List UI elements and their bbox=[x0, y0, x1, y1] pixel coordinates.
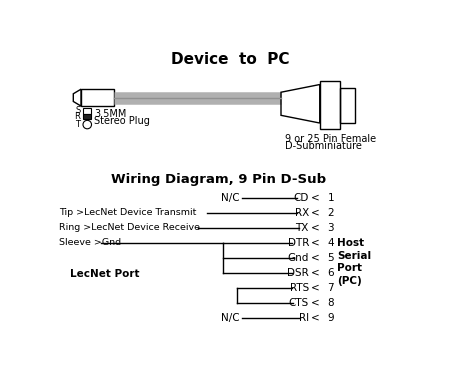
Text: 6: 6 bbox=[328, 268, 334, 278]
Text: N/C: N/C bbox=[221, 313, 240, 323]
Text: <: < bbox=[311, 193, 320, 203]
Text: Port: Port bbox=[337, 263, 362, 273]
Text: D-Subminiature: D-Subminiature bbox=[285, 141, 362, 151]
Text: LecNet Port: LecNet Port bbox=[70, 269, 140, 279]
Text: <: < bbox=[311, 313, 320, 323]
Text: CTS: CTS bbox=[288, 298, 309, 308]
Text: TX: TX bbox=[296, 223, 309, 233]
Text: Ring >LecNet Device Receive: Ring >LecNet Device Receive bbox=[59, 223, 200, 232]
Text: <: < bbox=[311, 253, 320, 263]
Text: Host: Host bbox=[337, 238, 364, 248]
Text: Gnd: Gnd bbox=[288, 253, 309, 263]
Text: 2: 2 bbox=[328, 208, 334, 218]
Bar bbox=[320, 82, 340, 129]
Text: T: T bbox=[75, 120, 80, 129]
Text: <: < bbox=[311, 298, 320, 308]
Text: DTR: DTR bbox=[288, 238, 309, 248]
Text: S: S bbox=[75, 106, 80, 115]
Text: RI: RI bbox=[299, 313, 309, 323]
Text: 9: 9 bbox=[328, 313, 334, 323]
Text: 4: 4 bbox=[328, 238, 334, 248]
Text: Wiring Diagram, 9 Pin D-Sub: Wiring Diagram, 9 Pin D-Sub bbox=[112, 173, 327, 186]
Text: 3.5MM: 3.5MM bbox=[94, 109, 126, 119]
Text: 8: 8 bbox=[328, 298, 334, 308]
Text: <: < bbox=[311, 268, 320, 278]
Text: Tip >LecNet Device Transmit: Tip >LecNet Device Transmit bbox=[59, 208, 197, 217]
Bar bbox=[340, 88, 356, 123]
Text: RTS: RTS bbox=[290, 283, 309, 293]
Text: Sleeve >Gnd: Sleeve >Gnd bbox=[59, 238, 122, 247]
Text: Serial: Serial bbox=[337, 250, 371, 261]
Text: 5: 5 bbox=[328, 253, 334, 263]
Text: N/C: N/C bbox=[221, 193, 240, 203]
Text: Device  to  PC: Device to PC bbox=[171, 51, 290, 67]
Text: DSR: DSR bbox=[287, 268, 309, 278]
Text: 7: 7 bbox=[328, 283, 334, 293]
Text: R: R bbox=[74, 112, 80, 121]
Text: RX: RX bbox=[295, 208, 309, 218]
Text: <: < bbox=[311, 223, 320, 233]
Text: (PC): (PC) bbox=[337, 276, 361, 286]
Bar bbox=[81, 89, 113, 106]
Text: CD: CD bbox=[293, 193, 309, 203]
Bar bbox=[83, 108, 91, 114]
Text: 3: 3 bbox=[328, 223, 334, 233]
Text: Stereo Plug: Stereo Plug bbox=[94, 116, 150, 126]
Text: 1: 1 bbox=[328, 193, 334, 203]
Text: <: < bbox=[311, 238, 320, 248]
Text: 9 or 25 Pin Female: 9 or 25 Pin Female bbox=[285, 134, 376, 144]
Text: <: < bbox=[311, 283, 320, 293]
Bar bbox=[83, 114, 91, 119]
Text: <: < bbox=[311, 208, 320, 218]
